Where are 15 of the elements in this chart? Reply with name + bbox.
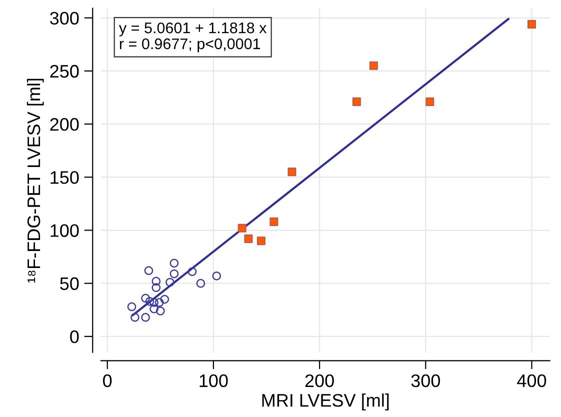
x-tick-label: 400: [517, 374, 546, 388]
x-tick-label: 100: [200, 374, 228, 388]
y-tick-label: 100: [50, 224, 79, 237]
y-axis-title: ¹⁸F-FDG-PET LVESV [ml]: [26, 78, 44, 282]
y-tick-label: 250: [50, 64, 79, 78]
annotation: y = 5.0601 + 1.1818 x r = 0.9677; p<0,0001: [118, 22, 267, 52]
y-tick-label: 300: [50, 12, 79, 25]
x-axis-title: MRI LVESV [ml]: [262, 394, 389, 410]
x-tick-label: 0: [103, 374, 112, 388]
x-tick-label: 200: [305, 374, 334, 388]
y-tick-label: 150: [50, 171, 79, 184]
x-tick-label: 300: [411, 374, 440, 388]
y-tick-label: 50: [60, 277, 79, 290]
y-tick-label: 0: [70, 330, 79, 344]
y-tick-label: 200: [50, 118, 79, 131]
